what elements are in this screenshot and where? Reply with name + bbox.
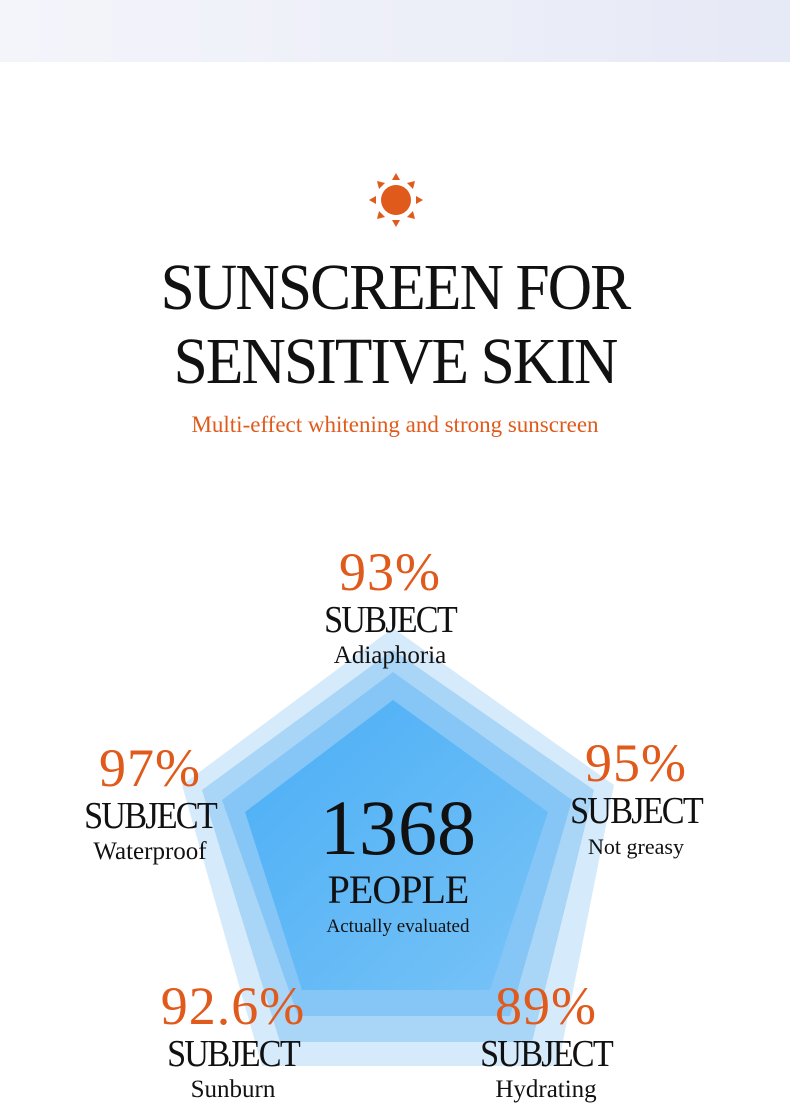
stat-waterproof: 97% SUBJECT Waterproof — [30, 740, 270, 868]
stat-adiaphoria: 93% SUBJECT Adiaphoria — [270, 544, 510, 672]
sun-icon — [369, 173, 423, 227]
stat-subject: SUBJECT — [324, 599, 458, 641]
stat-subject: SUBJECT — [167, 1033, 301, 1075]
stat-percent: 93% — [339, 542, 441, 602]
evaluation-summary: 1368 PEOPLE Actually evaluated — [250, 788, 546, 942]
people-count: 1368 — [320, 784, 476, 871]
stat-hydrating: 89% SUBJECT Hydrating — [426, 978, 666, 1106]
pentagon-core — [245, 700, 548, 990]
stat-percent: 97% — [99, 738, 201, 798]
page-title-line-1: SUNSCREEN FOR — [160, 251, 632, 324]
evaluation-caption: Actually evaluated — [326, 916, 470, 937]
stat-label: Sunburn — [190, 1076, 276, 1103]
stat-sunburn: 92.6% SUBJECT Sunburn — [113, 978, 353, 1106]
stat-percent: 95% — [585, 733, 687, 793]
stat-label: Not greasy — [588, 834, 684, 859]
top-banner — [0, 0, 790, 62]
stat-label: Waterproof — [93, 838, 207, 865]
stat-not-greasy: 95% SUBJECT Not greasy — [516, 735, 756, 863]
stat-percent: 89% — [495, 976, 597, 1036]
page-title-line-2: SENSITIVE SKIN — [173, 325, 619, 398]
stat-subject: SUBJECT — [84, 795, 218, 837]
stat-label: Adiaphoria — [333, 642, 447, 669]
stat-label: Hydrating — [495, 1076, 597, 1103]
stat-percent: 92.6% — [160, 976, 306, 1036]
page-subtitle: Multi-effect whitening and strong sunscr… — [191, 412, 599, 437]
stat-subject: SUBJECT — [480, 1033, 614, 1075]
stat-subject: SUBJECT — [570, 790, 704, 832]
people-unit: PEOPLE — [327, 867, 470, 912]
